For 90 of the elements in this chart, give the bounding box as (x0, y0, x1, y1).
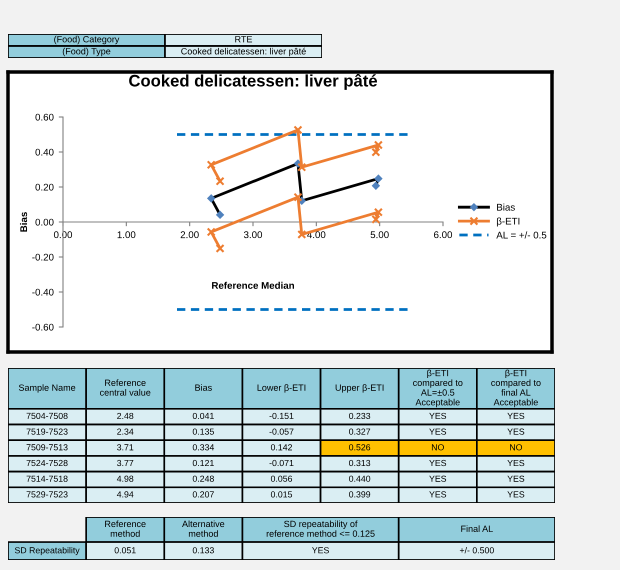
point (206, 227, 216, 236)
text: 0.440 (349, 476, 370, 482)
text: 0.121 (192, 460, 214, 466)
text: 0.056 (270, 476, 292, 482)
text: 7514-7518 (26, 476, 68, 482)
text: RTE (235, 36, 252, 42)
point (297, 162, 306, 172)
text: Cooked delicatessen: liver pâté (181, 48, 306, 56)
y-tick-label: -0.60 (32, 324, 54, 331)
text: YES (429, 476, 446, 482)
text: -0.057 (269, 428, 294, 435)
point (297, 230, 306, 239)
text: 3.71 (117, 444, 134, 450)
text: 0.526 (349, 444, 370, 450)
category-label: Reference central value (100, 379, 150, 396)
category-label: Lower β-ETI (258, 384, 306, 393)
text: 4.94 (116, 491, 134, 498)
y-tick-label: 0.40 (35, 148, 54, 156)
category-label: Reference method (105, 520, 146, 537)
category-label: Alternative method (182, 520, 224, 537)
text: 7524-7528 (26, 460, 68, 466)
text: YES (312, 547, 329, 554)
point (206, 160, 216, 170)
text: 0.142 (270, 444, 292, 450)
category-label: Upper β-ETI (336, 384, 384, 393)
category-label: Bias (195, 384, 212, 391)
text: 4.98 (116, 476, 134, 482)
text: 0.327 (349, 428, 370, 435)
category-label: SD repeatability of reference method <= 0.125 (266, 520, 375, 537)
text: 2.34 (117, 428, 134, 435)
y-tick-label: 0.20 (35, 184, 54, 191)
point (216, 176, 225, 186)
text: YES (429, 460, 446, 466)
chart-title: Cooked delicatessen: liver pâté (129, 74, 378, 90)
category-label: Final AL (461, 525, 493, 532)
point (293, 125, 302, 134)
text: (Food) Type (62, 48, 110, 56)
text: 0.233 (349, 412, 370, 420)
x-tick-label: 2.00 (180, 231, 199, 238)
category-label: β-ETI compared to AL=±0.5 Acceptable (413, 370, 462, 408)
y-tick-label: -0.40 (32, 288, 54, 296)
text: YES (507, 491, 524, 498)
text: YES (429, 491, 446, 498)
legend-label: β-ETI (496, 217, 520, 227)
text: YES (507, 412, 524, 420)
text: YES (429, 412, 446, 420)
text: NO (432, 444, 444, 450)
text: 0.041 (192, 412, 214, 420)
text: YES (429, 428, 446, 435)
point (216, 244, 225, 253)
text: 7504-7508 (26, 412, 68, 420)
category-label: Sample Name (18, 384, 76, 393)
text: 0.399 (349, 491, 370, 498)
y-tick-label: -0.20 (32, 254, 54, 261)
y-tick-label: 0.60 (35, 114, 54, 121)
x-axis-title: Reference Median (212, 282, 294, 289)
text: YES (507, 460, 524, 466)
text: 0.133 (192, 547, 214, 554)
text: 0.135 (192, 428, 214, 435)
point (293, 192, 302, 202)
text: 0.248 (192, 476, 214, 482)
text: 7519-7523 (26, 428, 68, 435)
text: YES (507, 428, 524, 435)
x-tick-label: 3.00 (244, 231, 262, 238)
y-axis-title: Bias (20, 212, 28, 232)
text: YES (507, 476, 524, 482)
text: 2.48 (117, 412, 134, 420)
text: +/- 0.500 (460, 546, 494, 554)
text: -0.151 (269, 412, 294, 420)
legend-label: Bias (497, 204, 515, 211)
text: 0.207 (192, 491, 214, 498)
text: 3.77 (117, 460, 134, 466)
text: NO (510, 444, 522, 450)
x-tick-label: 5.00 (370, 231, 389, 238)
text: -0.071 (269, 460, 294, 466)
text: 7529-7523 (26, 491, 68, 498)
point (371, 148, 380, 157)
text: 0.015 (270, 491, 292, 498)
category-label: β-ETI compared to final AL Acceptable (491, 370, 541, 408)
y-tick-label: 0.00 (35, 218, 54, 226)
text: (Food) Category (54, 36, 120, 44)
x-tick-label: 6.00 (434, 231, 452, 238)
text: 0.051 (114, 547, 136, 554)
text: 7509-7513 (26, 444, 68, 450)
x-tick-label: 1.00 (118, 231, 136, 238)
text: SD Repeatability (14, 546, 80, 556)
text: 0.313 (349, 460, 370, 466)
text: 0.334 (192, 444, 214, 450)
legend-label: AL = +/- 0.5 (496, 231, 546, 239)
point (371, 214, 380, 224)
